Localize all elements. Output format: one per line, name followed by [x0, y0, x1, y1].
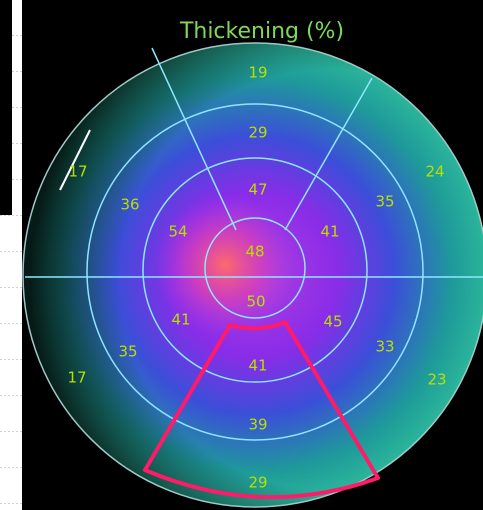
segment-value: 50: [246, 293, 265, 311]
segment-value: 47: [248, 181, 267, 199]
segment-value: 41: [171, 311, 190, 329]
segment-value: 35: [118, 343, 137, 361]
segment-value: 29: [248, 474, 267, 492]
map-title: Thickening (%): [179, 19, 344, 44]
segment-value: 36: [120, 196, 139, 214]
segment-value: 48: [245, 243, 264, 261]
segment-grid: [22, 42, 483, 508]
side-panel: [0, 0, 12, 215]
polar-map: [23, 43, 483, 507]
selected-territory: [143, 320, 380, 500]
segment-value: 23: [427, 371, 446, 389]
segment-value: 35: [375, 193, 394, 211]
segment-value: 41: [248, 357, 267, 375]
segment-value: 19: [248, 64, 267, 82]
segment-value: 33: [375, 338, 394, 356]
segment-value: 29: [248, 124, 267, 142]
segment-value: 17: [67, 369, 86, 387]
segment-value: 24: [425, 163, 444, 181]
segment-value: 45: [323, 313, 342, 331]
segment-value: 41: [320, 223, 339, 241]
segment-labels: 19 29 47 48 50 41 39 29 17 36 54 41 35 17 24 35 41 45 33 23: [67, 64, 446, 492]
segment-value: 17: [68, 163, 87, 181]
segment-value: 39: [248, 416, 267, 434]
segment-value: 54: [168, 223, 187, 241]
